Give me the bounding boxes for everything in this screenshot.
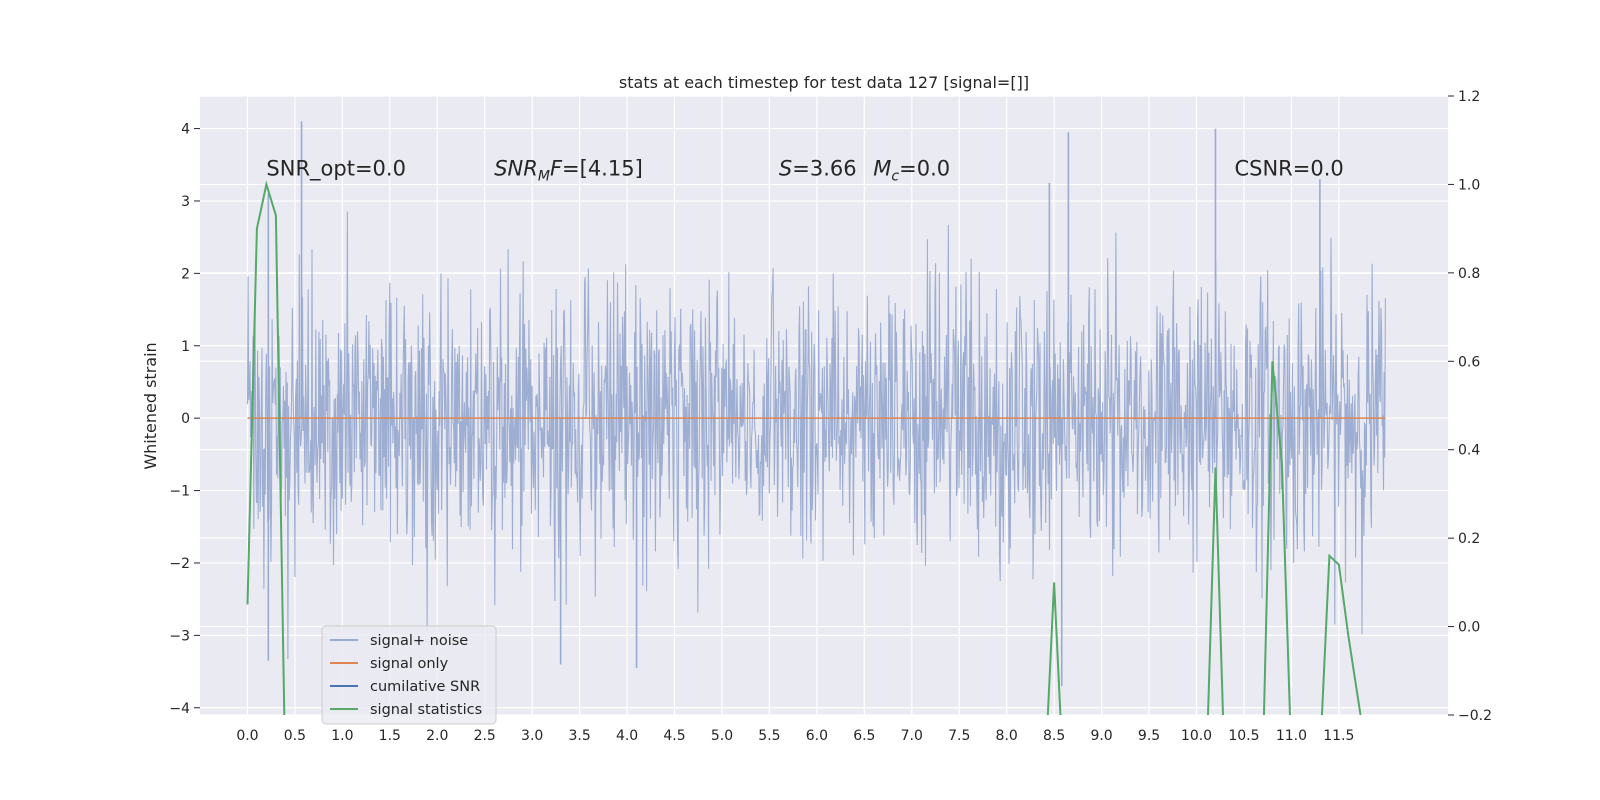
y2-tick-label: 0.8 bbox=[1458, 266, 1480, 282]
annotation-snr-mf-main: SNR bbox=[494, 157, 538, 181]
x-tick-label: 8.0 bbox=[996, 728, 1018, 744]
annotation-s_mc: S=3.66 Mc=0.0 bbox=[779, 157, 950, 185]
x-tick-label: 6.0 bbox=[806, 728, 828, 744]
y-tick-label: 0 bbox=[181, 411, 190, 427]
annotation-snr_mf: SNRMF=[4.15] bbox=[494, 157, 643, 185]
y-tick-label: −2 bbox=[169, 556, 190, 572]
x-tick-label: 4.0 bbox=[616, 728, 638, 744]
x-tick-label: 9.0 bbox=[1090, 728, 1112, 744]
x-tick-label: 0.0 bbox=[236, 728, 258, 744]
x-tick-label: 7.5 bbox=[948, 728, 970, 744]
x-tick-label: 10.0 bbox=[1181, 728, 1212, 744]
x-tick-label: 3.0 bbox=[521, 728, 543, 744]
y-axis-label: Whitened strain bbox=[141, 342, 160, 469]
y-tick-label: 2 bbox=[181, 266, 190, 282]
y2-tick-label: 0.4 bbox=[1458, 443, 1480, 459]
annotation-s-symbol: S bbox=[779, 157, 792, 181]
signal-statistics-line bbox=[246, 180, 1362, 715]
x-tick-label: 7.0 bbox=[901, 728, 923, 744]
y-tick-label: 4 bbox=[181, 122, 190, 138]
annotation-mc-symbol: M bbox=[873, 157, 891, 181]
y2-tick-label: 1.2 bbox=[1458, 89, 1480, 105]
y-tick-label: −4 bbox=[169, 701, 190, 717]
x-tick-label: 1.0 bbox=[331, 728, 353, 744]
legend-box bbox=[321, 625, 497, 725]
y2-tick-label: −0.2 bbox=[1458, 708, 1492, 724]
y2-tick-label: 0.0 bbox=[1458, 620, 1480, 636]
x-tick-label: 5.0 bbox=[711, 728, 733, 744]
x-tick-label: 6.5 bbox=[853, 728, 875, 744]
annotation-snr-mf-value: =[4.15] bbox=[562, 157, 643, 181]
y2-tick-label: 0.2 bbox=[1458, 531, 1480, 547]
annotation-mc-value: =0.0 bbox=[899, 157, 950, 181]
annotation-csnr: CSNR=0.0 bbox=[1234, 157, 1343, 181]
y-tick-label: −1 bbox=[169, 484, 190, 500]
y-tick-label: 1 bbox=[181, 339, 190, 355]
line-series-layer bbox=[246, 180, 1386, 715]
legend-label: signal+ noise bbox=[370, 633, 468, 649]
x-tick-label: 0.5 bbox=[284, 728, 306, 744]
annotation-layer: SNR_opt=0.0 SNRMF=[4.15] S=3.66 Mc=0.0 CSNR… bbox=[266, 157, 1343, 185]
x-tick-label: 9.5 bbox=[1138, 728, 1160, 744]
x-tick-label: 10.5 bbox=[1228, 728, 1259, 744]
y-tick-label: −3 bbox=[169, 628, 190, 644]
x-tick-label: 1.5 bbox=[379, 728, 401, 744]
y2-tick-label: 0.6 bbox=[1458, 354, 1480, 370]
x-tick-label: 3.5 bbox=[568, 728, 590, 744]
x-tick-label: 11.0 bbox=[1276, 728, 1307, 744]
tick-label-layer: 0.0 0.5 1.0 1.5 2.0 2.5 3.0 3.5 4.0 4.5 5.0 5.5 6.0 6… bbox=[169, 89, 1492, 744]
annotation-snr-mf-sub: M bbox=[538, 169, 550, 185]
annotation-mc-sub: c bbox=[891, 169, 899, 185]
y-tick-label: 3 bbox=[181, 194, 190, 210]
x-tick-label: 8.5 bbox=[1043, 728, 1065, 744]
signal-noise-line bbox=[246, 211, 1386, 660]
legend-label: cumilative SNR bbox=[370, 679, 480, 695]
legend-label: signal only bbox=[370, 656, 449, 672]
y2-tick-label: 1.0 bbox=[1458, 177, 1480, 193]
legend: signal+ noise signal only cumilative SNR si… bbox=[321, 625, 497, 725]
x-tick-label: 5.5 bbox=[758, 728, 780, 744]
annotation-snr-mf-f: F bbox=[550, 157, 563, 181]
signal-noise-series bbox=[246, 121, 1386, 687]
x-tick-label: 11.5 bbox=[1323, 728, 1354, 744]
legend-label: signal statistics bbox=[370, 702, 482, 718]
annotation-s-value: =3.66 bbox=[792, 157, 863, 181]
annotation-snr_opt: SNR_opt=0.0 bbox=[266, 157, 406, 182]
x-tick-label: 4.5 bbox=[663, 728, 685, 744]
chart-title: stats at each timestep for test data 127… bbox=[619, 73, 1029, 92]
x-tick-label: 2.0 bbox=[426, 728, 448, 744]
x-tick-label: 2.5 bbox=[474, 728, 496, 744]
